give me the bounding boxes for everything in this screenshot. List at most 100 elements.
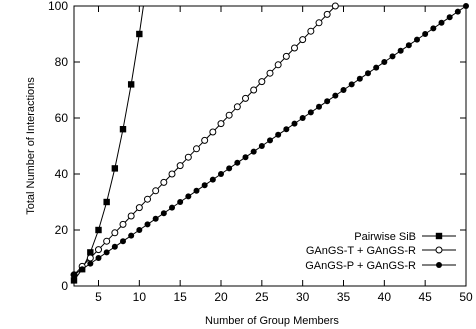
y-axis-title: Total Number of Interactions <box>25 77 37 215</box>
data-point <box>111 243 118 250</box>
data-point <box>87 260 94 267</box>
data-point <box>430 25 437 32</box>
data-point <box>332 92 339 99</box>
data-point <box>86 254 94 262</box>
x-tick-label: 40 <box>378 290 392 304</box>
data-point <box>136 227 143 233</box>
y-tick-label: 40 <box>55 167 69 181</box>
data-point <box>136 30 143 38</box>
data-point <box>209 128 217 136</box>
data-point <box>365 70 371 77</box>
x-tick-label: 30 <box>296 290 310 304</box>
data-point <box>168 170 176 178</box>
data-point <box>119 126 127 133</box>
data-point <box>103 249 110 256</box>
x-tick-label: 45 <box>418 290 432 304</box>
x-tick-label: 10 <box>133 290 147 304</box>
data-point <box>119 220 127 228</box>
data-point <box>95 246 102 254</box>
data-point <box>436 262 442 268</box>
data-point <box>324 98 331 105</box>
data-point <box>217 120 225 128</box>
data-point <box>95 255 102 261</box>
y-tick-label: 100 <box>48 0 68 13</box>
x-tick-label: 5 <box>95 290 102 304</box>
legend: Pairwise SiB GAnGS-T + GAnGS-R GAnGS-P + G… <box>305 231 456 272</box>
data-point <box>435 232 443 240</box>
data-point <box>242 94 249 102</box>
x-axis-title: Number of Group Members <box>205 315 339 327</box>
data-point <box>381 59 388 65</box>
series-1 <box>70 5 144 284</box>
data-point <box>356 75 363 82</box>
plot-series <box>70 2 469 284</box>
data-point <box>169 204 175 211</box>
data-point <box>177 199 184 205</box>
data-point <box>160 210 167 217</box>
data-point <box>111 229 119 237</box>
data-point <box>70 277 78 284</box>
data-point <box>152 187 160 195</box>
axes: 5 10 15 20 25 30 35 40 45 50 0 20 40 60 80 100 <box>48 0 473 304</box>
data-point <box>201 136 209 144</box>
legend-label: GAnGS-P + GAnGS-R <box>305 260 416 272</box>
data-point <box>103 198 110 206</box>
data-point <box>160 178 168 186</box>
data-point <box>340 87 347 93</box>
data-point <box>274 61 282 69</box>
data-point <box>233 103 241 111</box>
data-point <box>405 42 412 49</box>
data-point <box>307 27 315 35</box>
data-point <box>226 165 233 172</box>
data-point <box>438 19 445 26</box>
data-point <box>258 78 266 86</box>
x-tick-label: 50 <box>459 290 473 304</box>
data-point <box>144 195 151 203</box>
y-tick-label: 0 <box>61 279 68 293</box>
data-point <box>299 36 307 44</box>
data-point <box>291 44 298 52</box>
data-point <box>283 126 290 133</box>
y-tick-label: 20 <box>55 223 69 237</box>
y-tick-label: 80 <box>55 55 69 69</box>
y-tick-label: 60 <box>55 111 69 125</box>
data-point <box>422 31 429 37</box>
data-point <box>242 154 249 161</box>
data-point <box>348 81 355 88</box>
data-point <box>234 159 241 166</box>
x-tick-label: 25 <box>255 290 269 304</box>
x-tick-label: 35 <box>337 290 351 304</box>
data-point <box>250 148 257 155</box>
data-point <box>299 115 306 121</box>
data-point <box>185 193 192 200</box>
data-point <box>152 215 159 222</box>
series-3 <box>71 3 469 278</box>
data-point <box>250 86 258 94</box>
data-point <box>316 103 322 110</box>
data-point <box>435 246 443 254</box>
data-point <box>209 176 216 183</box>
data-point <box>103 237 111 245</box>
series-line <box>73 5 144 281</box>
data-point <box>373 64 380 71</box>
x-tick-label: 15 <box>173 290 187 304</box>
data-point <box>201 182 208 189</box>
data-point <box>397 47 404 54</box>
data-point <box>266 69 274 77</box>
data-point <box>315 19 323 27</box>
data-point <box>307 109 314 116</box>
legend-label: GAnGS-T + GAnGS-R <box>306 245 416 257</box>
data-point <box>454 8 461 15</box>
data-point <box>258 143 265 149</box>
data-point <box>87 249 94 256</box>
x-tick-label: 20 <box>214 290 228 304</box>
data-point <box>184 153 192 161</box>
data-point <box>176 162 184 170</box>
series-2 <box>70 2 339 279</box>
data-point <box>389 53 396 60</box>
data-point <box>446 14 453 21</box>
data-point <box>120 238 126 245</box>
data-point <box>95 226 102 234</box>
data-point <box>127 81 135 88</box>
plot-frame <box>73 5 467 287</box>
